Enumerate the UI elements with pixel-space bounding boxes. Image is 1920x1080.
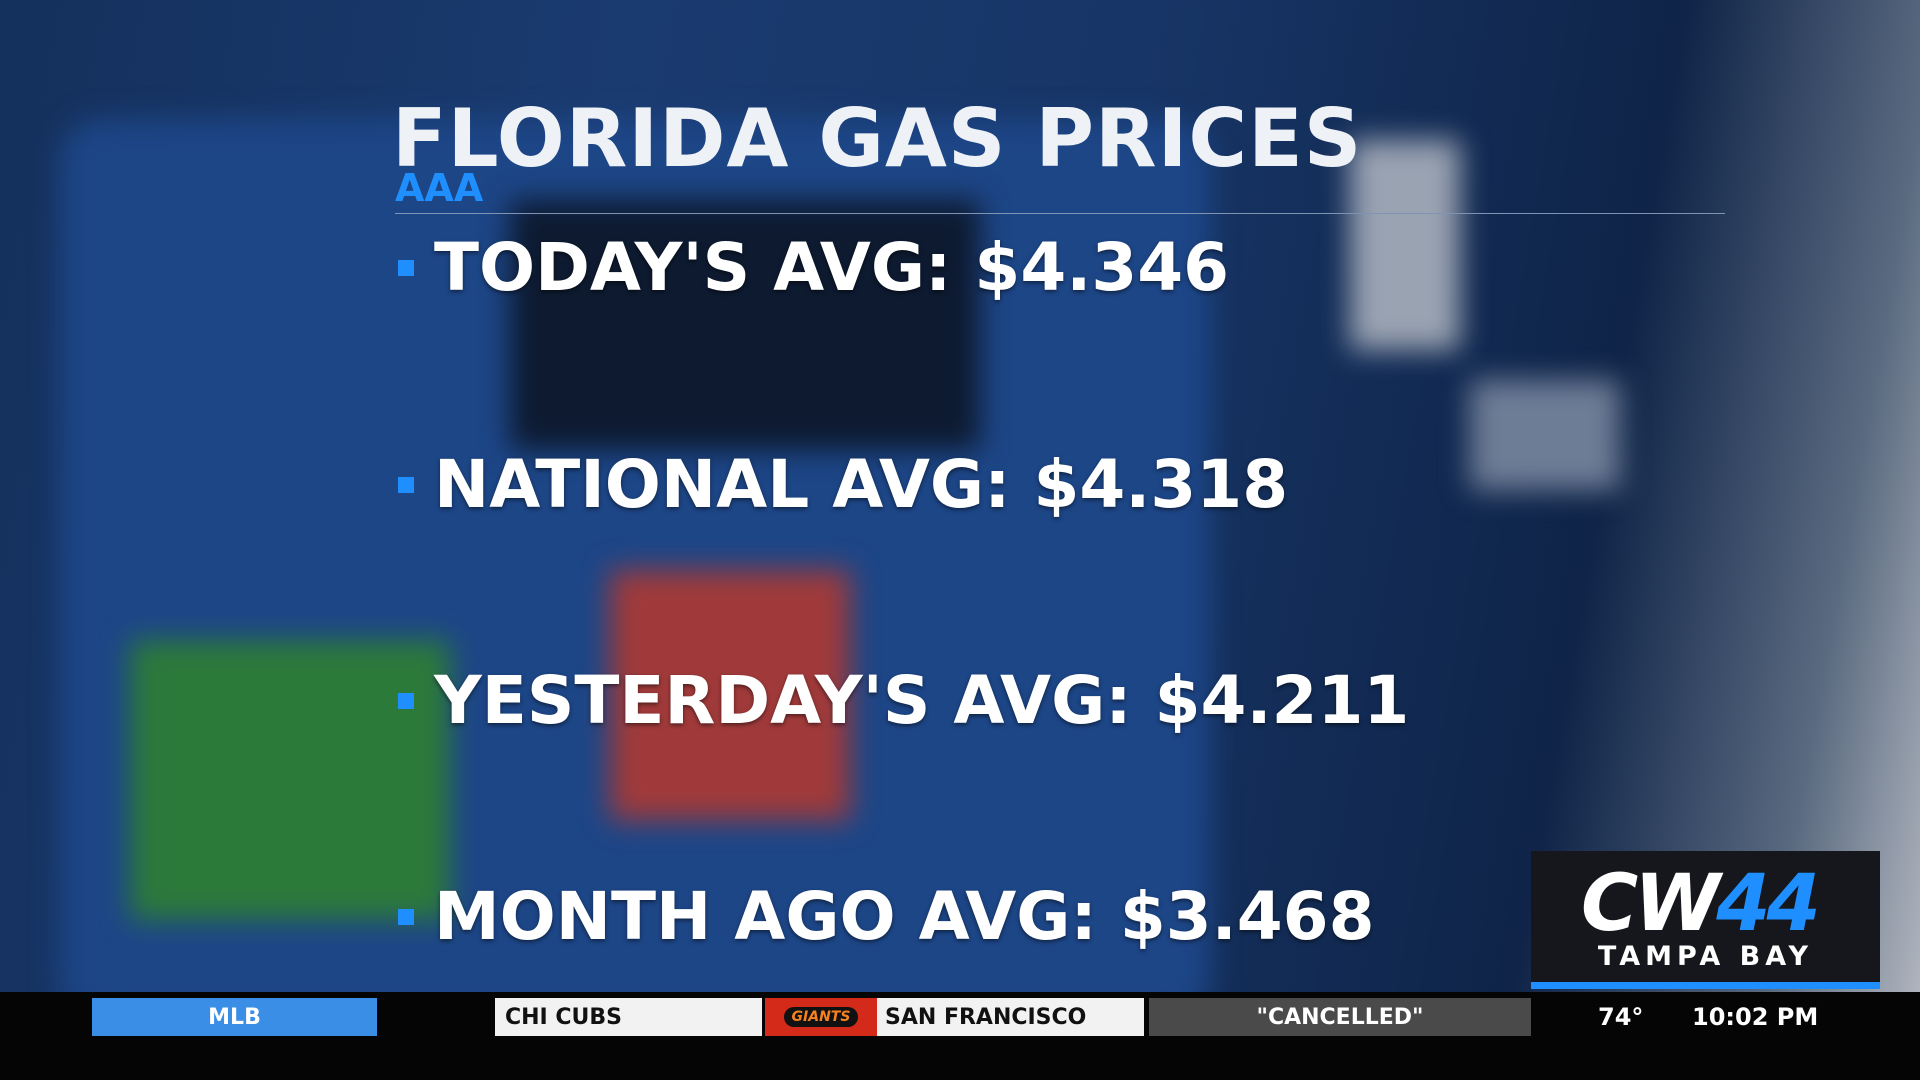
- divider: [395, 213, 1725, 214]
- price-item: MONTH AGO AVG: $3.468: [398, 878, 1375, 955]
- team-logo-text: GIANTS: [783, 1007, 859, 1027]
- title: FLORIDA GAS PRICES: [392, 92, 1363, 185]
- bullet: [398, 908, 414, 925]
- pump-sticker: [1470, 380, 1620, 490]
- station-logo: CW44 TAMPA BAY: [1531, 851, 1880, 989]
- temperature: 74°: [1598, 1003, 1644, 1031]
- logo-letters: CW: [1581, 859, 1720, 949]
- bullet: [398, 476, 414, 493]
- away-team: CHI CUBS: [495, 998, 762, 1036]
- price-item: YESTERDAY'S AVG: $4.211: [398, 662, 1409, 739]
- logo-number: 44: [1716, 859, 1821, 949]
- price-text: NATIONAL AVG: $4.318: [434, 446, 1289, 523]
- bullet: [398, 259, 414, 276]
- source: AAA: [395, 166, 484, 210]
- price-text: MONTH AGO AVG: $3.468: [434, 878, 1375, 955]
- price-item: TODAY'S AVG: $4.346: [398, 229, 1229, 306]
- price-text: YESTERDAY'S AVG: $4.211: [434, 662, 1410, 739]
- pump-button-red: [610, 570, 850, 820]
- pump-button-green: [130, 640, 450, 920]
- home-team: SAN FRANCISCO: [877, 998, 1144, 1036]
- clock: 10:02 PM: [1692, 1003, 1819, 1031]
- price-item: NATIONAL AVG: $4.318: [398, 446, 1288, 523]
- bullet: [398, 692, 414, 709]
- pump-display: [510, 200, 980, 450]
- pump-sticker: [1350, 140, 1460, 350]
- team-logo: GIANTS: [765, 998, 877, 1036]
- logo-market: TAMPA BAY: [1597, 941, 1814, 972]
- league: MLB: [92, 998, 377, 1036]
- price-text: TODAY'S AVG: $4.346: [434, 229, 1230, 306]
- game-status: "CANCELLED": [1149, 998, 1531, 1036]
- logo-mark: CW44: [1581, 859, 1821, 949]
